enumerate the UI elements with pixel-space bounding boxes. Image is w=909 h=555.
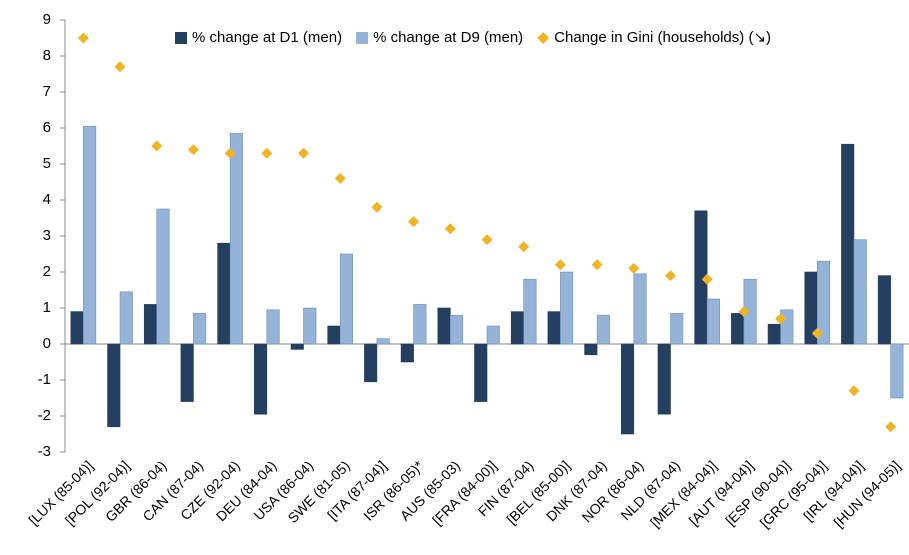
y-tick-label: 7 (43, 83, 51, 100)
bar (119, 291, 133, 345)
bar (83, 125, 97, 345)
marker (701, 273, 713, 285)
bar (364, 343, 378, 383)
bar (376, 338, 390, 345)
bar (180, 343, 194, 402)
bar (523, 278, 537, 345)
bar (486, 325, 500, 345)
marker (591, 259, 603, 271)
bar (327, 325, 341, 345)
bar (107, 343, 121, 428)
marker (518, 241, 530, 253)
bar (254, 343, 268, 415)
bar (560, 271, 574, 345)
legend-marker (537, 32, 550, 44)
marker (151, 140, 163, 152)
marker (775, 313, 787, 325)
y-tick-label: 8 (43, 47, 51, 64)
y-tick-label: 2 (43, 263, 51, 280)
y-tick-label: 1 (43, 299, 51, 316)
marker (738, 306, 750, 318)
bar (450, 314, 464, 345)
marker (664, 270, 676, 282)
marker (224, 147, 236, 159)
marker (77, 32, 89, 44)
bar (767, 323, 781, 345)
legend-label: Change in Gini (households) (↘) (554, 29, 771, 46)
bar (217, 242, 231, 345)
marker (187, 144, 199, 156)
marker (811, 327, 823, 339)
marker (334, 172, 346, 184)
legend-swatch (175, 32, 187, 44)
bar (706, 298, 720, 345)
marker (481, 234, 493, 246)
marker (261, 147, 273, 159)
bar (853, 239, 867, 345)
bar (156, 208, 170, 345)
bar (731, 313, 745, 345)
bar (266, 309, 280, 345)
marker (628, 262, 640, 274)
bar (620, 343, 635, 435)
bar (339, 253, 354, 345)
y-tick-label: -3 (38, 443, 51, 460)
bar (303, 307, 317, 345)
marker (371, 201, 383, 213)
y-tick-label: 3 (43, 227, 51, 244)
bar (877, 275, 891, 345)
bar (584, 343, 598, 356)
bar (510, 311, 524, 345)
bar (229, 133, 243, 345)
y-tick-label: 5 (43, 155, 51, 172)
bar (290, 343, 304, 350)
bar (437, 307, 451, 345)
bar (547, 311, 561, 345)
bar (816, 260, 831, 345)
legend-label: % change at D1 (men) (192, 29, 342, 46)
y-tick-label: -1 (38, 371, 51, 388)
bar (70, 311, 84, 345)
bar (780, 309, 794, 345)
y-tick-label: 4 (43, 191, 51, 208)
marker (298, 147, 310, 159)
marker (114, 61, 126, 73)
marker (408, 216, 420, 228)
bar (657, 343, 671, 415)
y-tick-label: -2 (38, 407, 51, 424)
y-tick-label: 9 (43, 11, 51, 28)
marker (554, 259, 566, 271)
bar (474, 343, 488, 402)
legend-swatch (356, 32, 369, 44)
marker (444, 223, 456, 235)
bar (670, 313, 684, 345)
bar (841, 143, 855, 345)
bar (596, 314, 610, 345)
bar (890, 343, 904, 399)
bar (400, 343, 414, 363)
bar (633, 273, 647, 345)
bar (413, 304, 427, 345)
legend-label: % change at D9 (men) (373, 29, 523, 46)
y-tick-label: 0 (43, 335, 51, 352)
bar (143, 304, 158, 345)
marker (848, 385, 860, 397)
marker (885, 421, 897, 433)
y-tick-label: 6 (43, 119, 51, 136)
bar (193, 313, 207, 345)
